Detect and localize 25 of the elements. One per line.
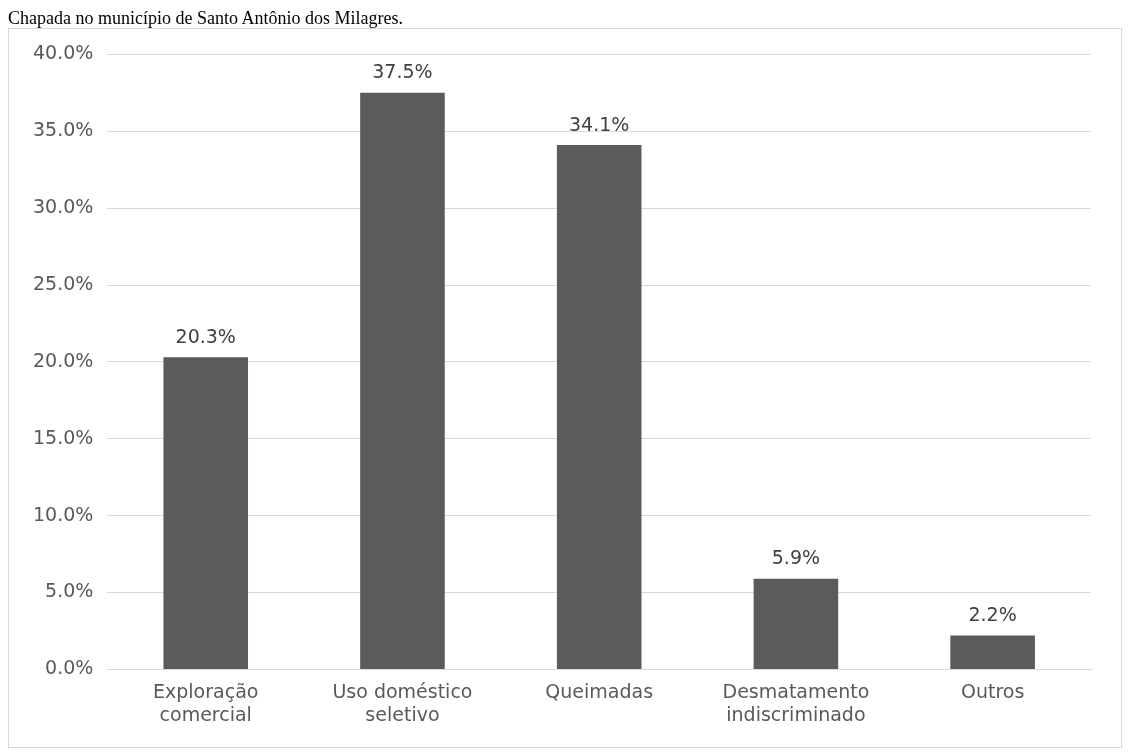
bar xyxy=(360,92,445,669)
chart-title: Chapada no município de Santo Antônio dos Milagres. xyxy=(8,8,404,28)
data-label: 37.5% xyxy=(372,60,433,83)
y-tick-label: 30.0% xyxy=(33,195,94,218)
data-label: 34.1% xyxy=(569,112,630,135)
y-tick-label: 20.0% xyxy=(33,348,94,371)
y-tick-label: 5.0% xyxy=(45,579,94,602)
y-tick-label: 40.0% xyxy=(33,41,94,64)
y-tick-label: 25.0% xyxy=(33,271,94,294)
x-tick-label: Uso doméstico seletivo xyxy=(332,679,473,725)
bar xyxy=(753,578,839,669)
bar xyxy=(163,357,249,669)
x-tick-label: Desmatamento indiscriminado xyxy=(722,679,870,725)
y-tick-label: 35.0% xyxy=(33,118,94,141)
data-label: 5.9% xyxy=(771,546,821,569)
bar xyxy=(556,145,642,669)
bar xyxy=(950,635,1035,669)
y-tick-label: 0.0% xyxy=(45,656,94,679)
data-label: 20.3% xyxy=(175,324,236,347)
y-tick-label: 10.0% xyxy=(33,502,94,525)
x-tick-label: Outros xyxy=(960,679,1025,702)
x-tick-label: Queimadas xyxy=(545,679,654,702)
x-tick-label: Exploração comercial xyxy=(153,679,259,725)
y-tick-label: 15.0% xyxy=(33,425,94,448)
data-label: 2.2% xyxy=(968,603,1017,626)
